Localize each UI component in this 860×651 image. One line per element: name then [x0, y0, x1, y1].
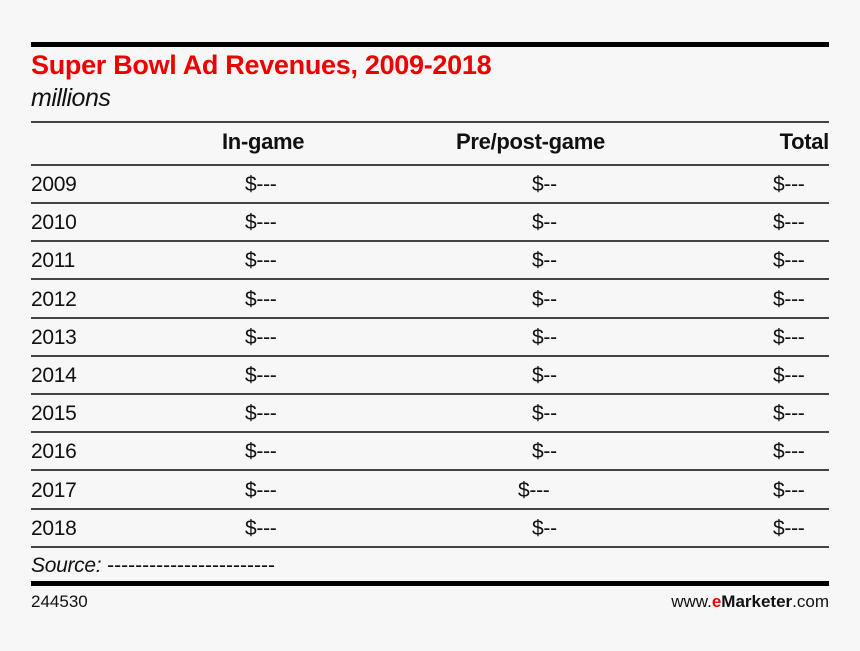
cell-total: $--- — [773, 478, 805, 502]
row-divider — [31, 278, 829, 281]
cell-pre-post-game: $-- — [532, 364, 557, 387]
row-divider — [31, 431, 829, 434]
cell-total: $--- — [773, 211, 805, 235]
cell-in-game: $--- — [245, 325, 277, 349]
brand-rest: Marketer — [721, 592, 793, 611]
bottom-rule — [31, 581, 829, 586]
row-divider — [31, 507, 829, 510]
row-divider — [31, 354, 829, 357]
cell-in-game: $--- — [245, 440, 277, 464]
row-year: 2012 — [31, 287, 77, 311]
row-divider — [31, 316, 829, 319]
row-year: 2018 — [31, 516, 77, 540]
source-label: Source: — [31, 554, 102, 577]
header-bottom-rule — [31, 164, 829, 166]
row-divider — [31, 469, 829, 472]
cell-total: $--- — [773, 173, 805, 196]
source-value: ------------------------ — [107, 554, 275, 577]
chart-title: Super Bowl Ad Revenues, 2009-2018 — [31, 50, 492, 80]
cell-in-game: $--- — [245, 516, 277, 540]
row-year: 2017 — [31, 478, 77, 502]
header-rule — [31, 121, 829, 123]
cell-in-game: $--- — [245, 249, 277, 273]
cell-pre-post-game: $-- — [532, 173, 557, 196]
source-line: Source: ------------------------ — [31, 554, 275, 578]
header-in-game: In-game — [222, 129, 305, 154]
cell-pre-post-game: $--- — [518, 478, 550, 502]
cell-pre-post-game: $-- — [532, 249, 557, 273]
row-year: 2016 — [31, 440, 77, 464]
row-divider — [31, 545, 829, 548]
row-year: 2014 — [31, 364, 77, 387]
row-year: 2011 — [31, 249, 75, 273]
row-divider — [31, 240, 829, 243]
row-divider — [31, 393, 829, 395]
url-prefix: www. — [671, 592, 712, 611]
cell-total: $--- — [773, 325, 805, 349]
cell-total: $--- — [773, 402, 805, 426]
chart-id: 244530 — [31, 592, 88, 611]
cell-pre-post-game: $-- — [532, 211, 557, 235]
header-pre-post-game: Pre/post-game — [456, 129, 605, 154]
cell-in-game: $--- — [245, 364, 277, 387]
row-year: 2015 — [31, 402, 77, 426]
cell-total: $--- — [773, 516, 805, 540]
cell-pre-post-game: $-- — [532, 402, 557, 426]
url-suffix: .com — [792, 592, 829, 611]
cell-pre-post-game: $-- — [532, 287, 557, 311]
emarketer-url[interactable]: www.eMarketer.com — [671, 592, 829, 612]
cell-in-game: $--- — [245, 478, 277, 502]
row-year: 2010 — [31, 211, 77, 235]
row-year: 2009 — [31, 173, 77, 196]
chart-subtitle: millions — [31, 84, 111, 112]
cell-in-game: $--- — [245, 211, 277, 235]
cell-in-game: $--- — [245, 173, 277, 196]
cell-pre-post-game: $-- — [532, 325, 557, 349]
row-year: 2013 — [31, 325, 77, 349]
cell-in-game: $--- — [245, 287, 277, 311]
cell-pre-post-game: $-- — [532, 516, 557, 540]
cell-in-game: $--- — [245, 402, 277, 426]
cell-pre-post-game: $-- — [532, 440, 557, 464]
brand-e: e — [711, 592, 722, 611]
header-total: Total — [779, 129, 830, 154]
row-divider — [31, 202, 829, 204]
cell-total: $--- — [773, 249, 805, 273]
cell-total: $--- — [773, 287, 805, 311]
cell-total: $--- — [773, 364, 805, 387]
cell-total: $--- — [773, 440, 805, 464]
top-rule — [31, 42, 829, 47]
